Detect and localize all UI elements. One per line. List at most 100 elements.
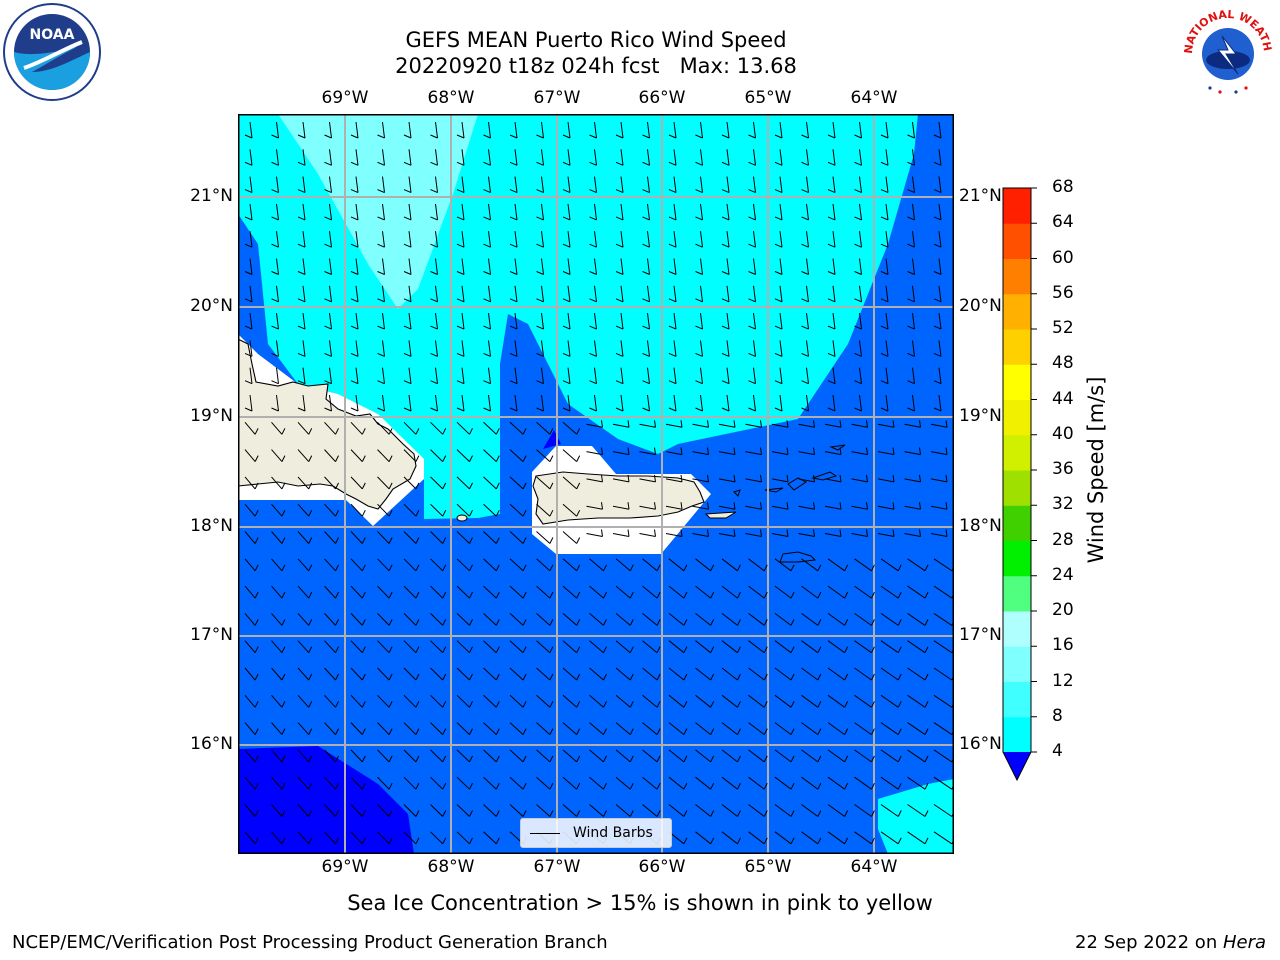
wind-barb [827, 258, 836, 275]
lon-label-bottom: 67°W [533, 857, 581, 877]
wind-barb [403, 531, 420, 544]
wind-barb [880, 121, 889, 139]
wind-barb [854, 149, 862, 166]
wind-barb [642, 176, 650, 194]
wind-barb [297, 694, 313, 708]
wind-barb [562, 694, 581, 708]
wind-barb [907, 203, 915, 221]
wind-barb [271, 749, 286, 763]
colorbar-tick-label: 48 [1052, 353, 1074, 374]
wind-barb [748, 258, 756, 275]
colorbar-tick-label: 64 [1052, 212, 1074, 233]
wind-barb [483, 476, 500, 490]
wind-barb [377, 585, 393, 599]
wind-barb [403, 749, 420, 763]
wind-barb [536, 394, 544, 412]
wind-barb [297, 531, 313, 544]
wind-barb [721, 340, 730, 357]
wind-barb [801, 558, 822, 572]
wind-barb [695, 258, 703, 275]
wind-barb [695, 367, 703, 385]
wind-barb [297, 613, 313, 626]
wind-barb [430, 776, 447, 790]
wind-barb [774, 667, 795, 681]
wind-barb [721, 667, 741, 681]
wind-barb [483, 749, 500, 763]
wind-barb [244, 585, 259, 599]
wind-barb [748, 776, 768, 790]
wind-barb [483, 340, 491, 357]
wind-barb [642, 367, 650, 385]
lat-label-right: 17°N [959, 625, 1002, 645]
wind-barb [377, 231, 385, 248]
wind-barb [377, 640, 393, 654]
wind-barb [536, 258, 544, 275]
wind-barb [377, 558, 393, 572]
wind-barb [244, 531, 259, 544]
wind-barb [403, 776, 420, 790]
wind-barb [297, 667, 313, 681]
wind-barb [612, 502, 630, 510]
wind-barb [324, 421, 339, 435]
wind-barb [771, 474, 789, 483]
wind-barb [721, 585, 741, 599]
wind-barb [692, 529, 709, 537]
wind-barb [930, 529, 948, 537]
wind-barb [324, 831, 339, 845]
wind-barb [642, 121, 650, 139]
wind-barb [665, 474, 683, 483]
wind-barb [324, 667, 339, 681]
wind-barb [907, 612, 929, 626]
wind-barb [456, 421, 473, 435]
wind-barb [721, 722, 741, 735]
wind-barb [456, 203, 465, 221]
lat-label-left: 21°N [190, 186, 233, 206]
wind-barb [403, 313, 412, 330]
wind-barb [586, 474, 603, 483]
wind-barb [748, 694, 768, 708]
wind-barb [350, 203, 359, 221]
wind-barb [801, 285, 809, 303]
wind-barb [880, 231, 889, 248]
colorbar-tick-label: 36 [1052, 459, 1074, 479]
wind-barb [721, 558, 741, 572]
wind-barb [350, 585, 366, 599]
wind-barb [297, 449, 313, 462]
wind-barb [854, 640, 875, 654]
wind-barb [827, 149, 836, 166]
wind-barb [350, 640, 366, 654]
wind-barb [324, 531, 339, 544]
wind-barb [827, 203, 836, 221]
wind-barb [430, 476, 447, 490]
wind-barb [509, 585, 527, 599]
wind-barb [456, 667, 473, 681]
wind-barb [801, 313, 809, 330]
wind-barb [642, 749, 661, 763]
wind-barb [933, 203, 942, 221]
wind-barb [403, 285, 412, 303]
wind-barb [403, 613, 420, 626]
wind-barb [430, 176, 438, 194]
wind-barb [403, 804, 420, 817]
wind-barb [721, 313, 730, 330]
wind-barb [377, 313, 385, 330]
wind-barb [642, 340, 650, 357]
wind-barb [904, 529, 921, 537]
map-frame [238, 114, 954, 854]
wind-barb [615, 776, 634, 790]
lat-label-left: 20°N [190, 296, 233, 316]
wind-barb [748, 640, 768, 654]
wind-barb [798, 529, 815, 537]
wind-barb [430, 694, 447, 708]
wind-barb [748, 558, 768, 572]
wind-barb [854, 694, 875, 708]
wind-barb [721, 258, 730, 275]
wind-barb [562, 722, 581, 735]
wind-barb [509, 694, 527, 708]
wind-barb [350, 313, 359, 330]
wind-barb [933, 176, 942, 194]
wind-barb [880, 313, 889, 330]
wind-barb [509, 667, 527, 681]
wind-barb [536, 694, 554, 708]
wind-barb [377, 176, 385, 194]
